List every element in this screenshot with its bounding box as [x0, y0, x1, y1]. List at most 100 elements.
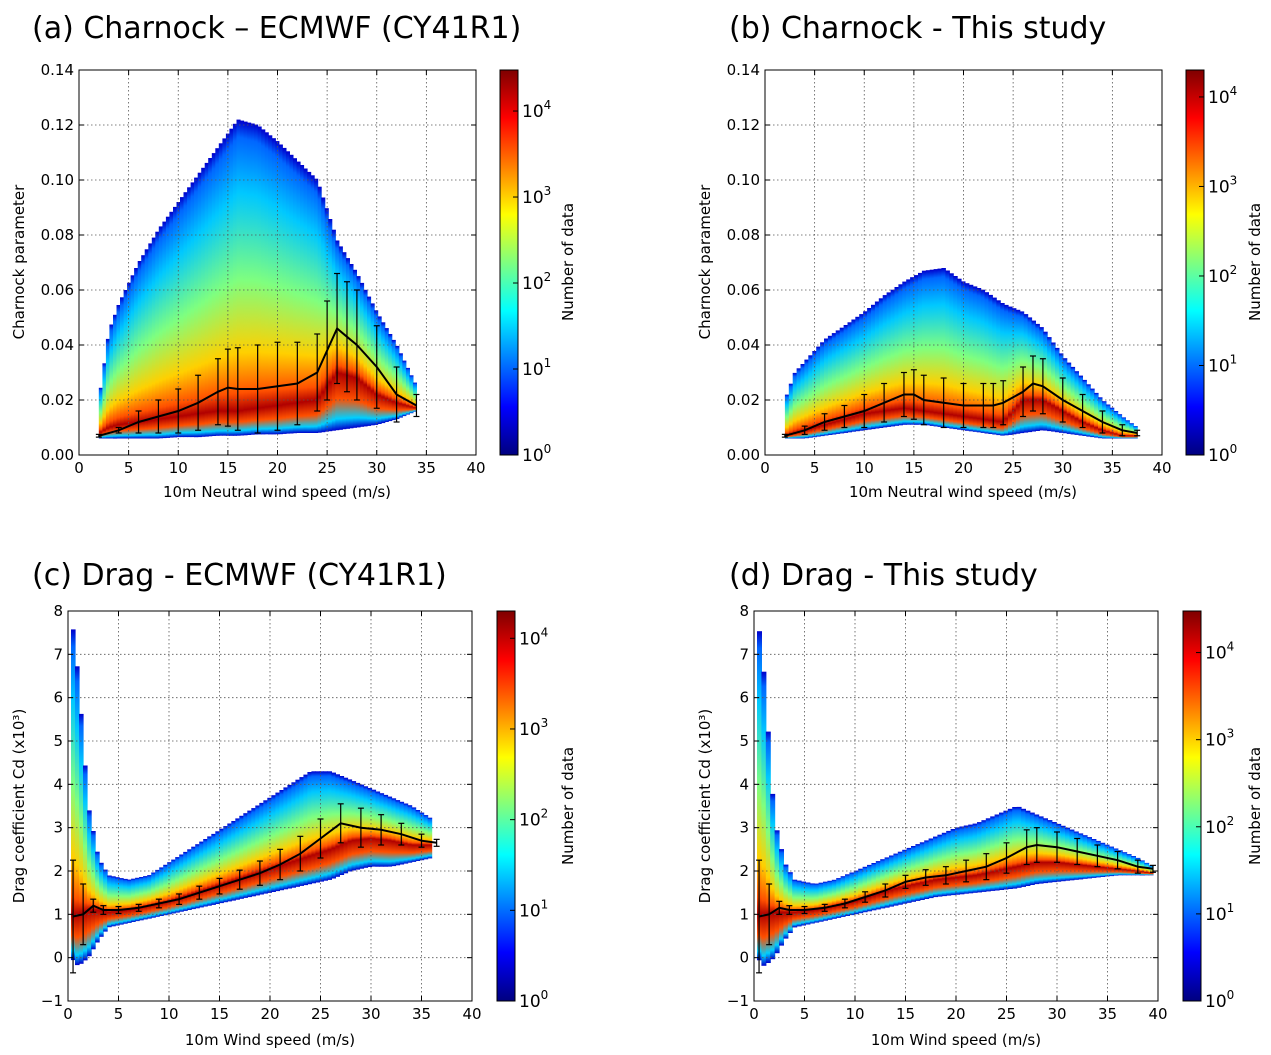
panel-b-title: (b) Charnock - This study — [729, 11, 1106, 46]
heatmap-column — [788, 383, 794, 439]
y-tick-label: 0.08 — [41, 226, 74, 244]
heatmap-column — [191, 846, 196, 910]
heatmap-column — [831, 333, 837, 435]
heatmap-column — [263, 800, 268, 894]
heatmap-column — [1025, 810, 1031, 886]
heatmap-column — [890, 289, 896, 427]
x-tick-label: 35 — [417, 459, 436, 477]
plot-a: 0 5 10 15 20 25 30 35 40 0.00 0.02 0.04 0.06 0.08 0.10… — [41, 61, 552, 477]
heatmap-column — [957, 278, 962, 430]
heatmap-column — [915, 844, 921, 901]
heatmap-column — [208, 158, 213, 437]
heatmap-column — [933, 269, 939, 427]
heatmap-column — [235, 818, 240, 900]
heatmap-column — [882, 295, 888, 428]
colorbar-tick-label: 103 — [1205, 727, 1234, 751]
x-tick-label: 30 — [361, 1005, 380, 1023]
heatmap-column — [239, 815, 244, 899]
heatmap-column — [1043, 818, 1048, 884]
heatmap-column — [215, 831, 220, 904]
panel-a-ylabel: Charnock parameter — [10, 184, 28, 339]
heatmap-column — [289, 154, 294, 434]
heatmap-column — [875, 861, 881, 910]
y-tick-label: 0.04 — [41, 336, 74, 354]
heatmap-column — [398, 353, 403, 418]
plot-b: 0 5 10 15 20 25 30 35 40 0.00 0.02 0.04 0.06 0.08 0.10… — [727, 61, 1238, 477]
heatmap-column — [287, 784, 292, 889]
colorbar-tick-label: 100 — [519, 988, 548, 1012]
heatmap-column — [314, 178, 319, 433]
heatmap-column — [291, 782, 296, 888]
heatmap-column — [423, 815, 429, 860]
plot-b-mean-curve — [781, 355, 1141, 438]
y-tick-label: −1 — [41, 992, 63, 1010]
y-tick-label: 0.10 — [727, 171, 760, 189]
heatmap-column — [255, 805, 260, 896]
heatmap-column — [141, 255, 146, 439]
heatmap-column — [884, 857, 890, 908]
heatmap-column — [1078, 833, 1084, 880]
x-tick-label: 25 — [318, 459, 337, 477]
heatmap-column — [1051, 342, 1056, 432]
heatmap-column — [808, 355, 813, 438]
heatmap-column — [427, 817, 433, 859]
heatmap-column — [137, 261, 142, 439]
x-tick-label: 35 — [412, 1005, 431, 1023]
heatmap-column — [367, 788, 373, 867]
y-tick-label: 0.02 — [727, 391, 760, 409]
x-tick-label: 15 — [896, 1005, 915, 1023]
heatmap-column — [151, 237, 156, 439]
heatmap-column — [107, 875, 112, 928]
plot-a-heatmap — [98, 119, 417, 439]
heatmap-column — [367, 296, 372, 426]
heatmap-column — [976, 288, 982, 433]
heatmap-column — [818, 882, 824, 922]
heatmap-column — [151, 872, 156, 918]
heatmap-column — [800, 364, 805, 439]
heatmap-column — [130, 275, 135, 439]
heatmap-column — [867, 308, 872, 430]
heatmap-column — [268, 135, 273, 435]
heatmap-column — [902, 849, 908, 904]
heatmap-column — [116, 305, 121, 439]
heatmap-column — [804, 359, 809, 439]
heatmap-column — [120, 297, 125, 439]
y-tick-label: 1 — [739, 905, 749, 923]
y-tick-label: 0.12 — [727, 116, 760, 134]
y-tick-label: 0.00 — [727, 446, 760, 464]
heatmap-column — [902, 281, 907, 425]
heatmap-column — [874, 301, 880, 429]
heatmap-column — [1016, 806, 1022, 888]
heatmap-column — [867, 864, 872, 912]
heatmap-column — [933, 836, 938, 898]
x-tick-label: 20 — [260, 1005, 279, 1023]
heatmap-column — [79, 713, 84, 964]
heatmap-column — [906, 847, 912, 903]
mean-line — [784, 382, 1138, 437]
heatmap-column — [863, 311, 868, 431]
heatmap-column — [1109, 846, 1114, 877]
heatmap-column — [223, 826, 228, 903]
colorbar-tick-label: 101 — [522, 356, 551, 380]
heatmap-column — [211, 153, 216, 436]
heatmap-column — [71, 629, 76, 961]
heatmap-column — [275, 792, 280, 892]
colorbar-bar — [1185, 69, 1205, 456]
x-tick-label: 30 — [367, 459, 386, 477]
heatmap-column — [388, 334, 393, 422]
heatmap-column — [921, 270, 927, 425]
y-tick-label: 0.00 — [41, 446, 74, 464]
heatmap-column — [363, 786, 369, 868]
panel-c-xlabel: 10m Wind speed (m/s) — [185, 1031, 355, 1049]
heatmap-column — [1000, 303, 1005, 436]
heatmap-column — [349, 264, 354, 429]
heatmap-column — [914, 275, 919, 425]
heatmap-column — [144, 249, 149, 439]
heatmap-column — [941, 832, 947, 897]
heatmap-column — [225, 133, 230, 436]
panel-a-xlabel: 10m Neutral wind speed (m/s) — [163, 483, 391, 501]
heatmap-column — [279, 790, 284, 891]
plot-b-colorbar: 100 101 102 103 104 — [1185, 69, 1237, 466]
y-tick-label: 5 — [739, 732, 749, 750]
